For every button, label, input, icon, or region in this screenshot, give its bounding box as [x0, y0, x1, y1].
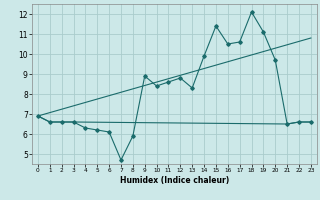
- X-axis label: Humidex (Indice chaleur): Humidex (Indice chaleur): [120, 176, 229, 185]
